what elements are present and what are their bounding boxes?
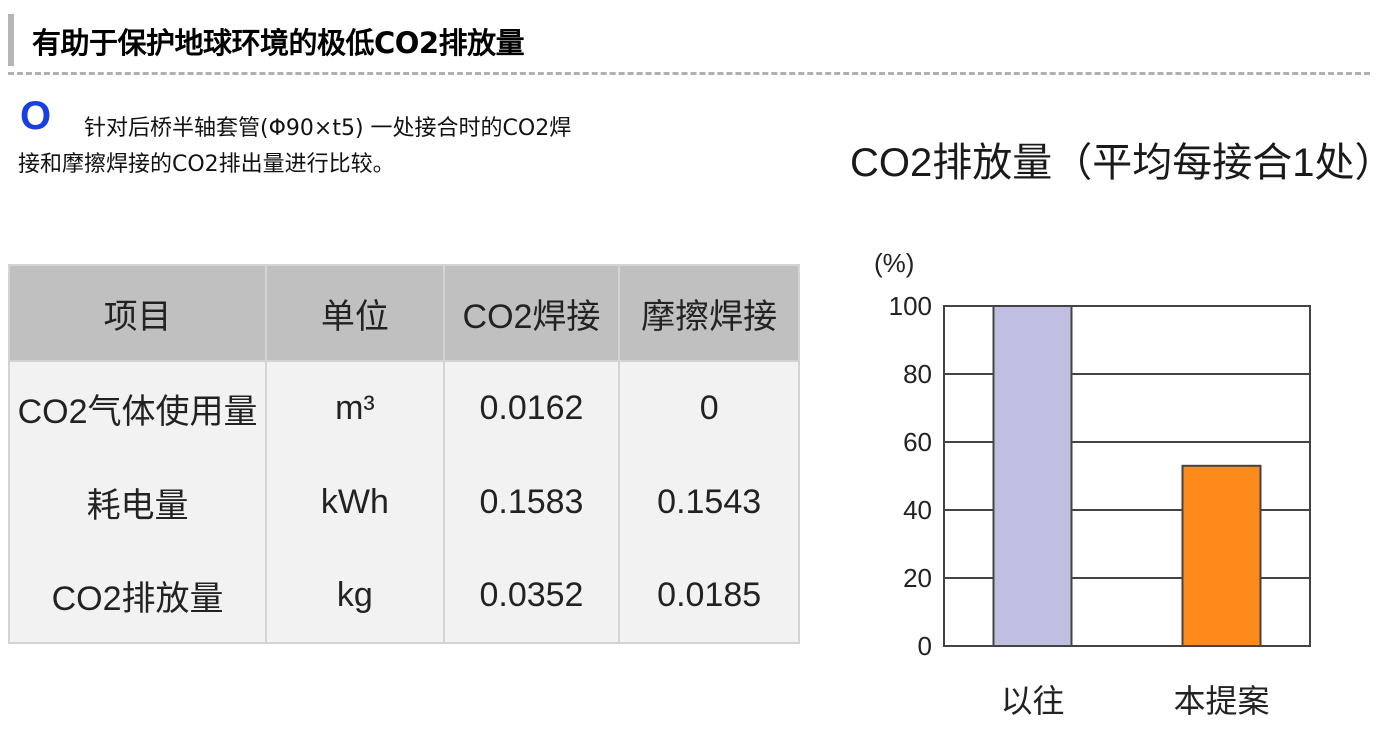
page-title: 有助于保护地球环境的极低CO2排放量 (32, 26, 525, 60)
table-cell: m³ (265, 361, 445, 455)
table-row: 耗电量 kWh 0.1583 0.1543 (7, 455, 800, 549)
table-cell: 0.0162 (442, 361, 621, 455)
intro-text-line2: 接和摩擦焊接的CO2排出量进行比较。 (18, 152, 395, 177)
header-item: 项目 (7, 264, 268, 362)
x-tick-label: 以往 (1000, 683, 1064, 719)
y-tick-label: 20 (903, 563, 932, 593)
header-unit: 单位 (265, 264, 445, 362)
y-tick-label: 40 (903, 495, 932, 525)
bar-1 (1181, 464, 1262, 647)
header-co2-welding: CO2焊接 (442, 264, 621, 362)
y-tick-label: 100 (889, 291, 932, 321)
header-accent-bar (8, 14, 14, 66)
comparison-table: 项目 单位 CO2焊接 摩擦焊接 CO2气体使用量 m³ 0.0162 0 耗电… (7, 264, 800, 644)
header-friction-welding: 摩擦焊接 (618, 264, 800, 362)
bar-0 (992, 305, 1073, 647)
y-axis-label: (%) (874, 248, 914, 278)
table-cell: CO2气体使用量 (7, 361, 268, 455)
table-cell: kg (265, 549, 445, 644)
y-tick-label: 0 (918, 631, 932, 661)
y-tick-label: 60 (903, 427, 932, 457)
table-cell: 0.1543 (618, 455, 800, 549)
bullet-icon: O (20, 94, 52, 138)
intro-text-line1: 针对后桥半轴套管(Φ90×t5) 一处接合时的CO2焊 (84, 116, 572, 141)
table-cell: kWh (265, 455, 445, 549)
table-cell: 耗电量 (7, 455, 268, 549)
table-row: CO2气体使用量 m³ 0.0162 0 (7, 361, 800, 455)
table-cell: 0 (618, 361, 800, 455)
table-header-row: 项目 单位 CO2焊接 摩擦焊接 (7, 264, 800, 362)
header-divider (8, 72, 1370, 75)
table-row: CO2排放量 kg 0.0352 0.0185 (7, 549, 800, 644)
chart-title: CO2排放量（平均每接合1处） (850, 141, 1380, 185)
chart-labels: 0 20 40 60 80 100 (%) 以往 本提案 (874, 248, 1270, 719)
table-cell: 0.0352 (442, 549, 621, 644)
table-cell: 0.0185 (618, 549, 800, 644)
table-cell: 0.1583 (442, 455, 621, 549)
x-tick-label: 本提案 (1173, 683, 1269, 719)
y-tick-label: 80 (903, 359, 932, 389)
section-header: 有助于保护地球环境的极低CO2排放量 (8, 14, 1370, 68)
table-cell: CO2排放量 (7, 549, 268, 644)
chart-bars (992, 305, 1262, 647)
bar-chart: 0 20 40 60 80 100 (%) 以往 本提案 (874, 248, 1311, 719)
